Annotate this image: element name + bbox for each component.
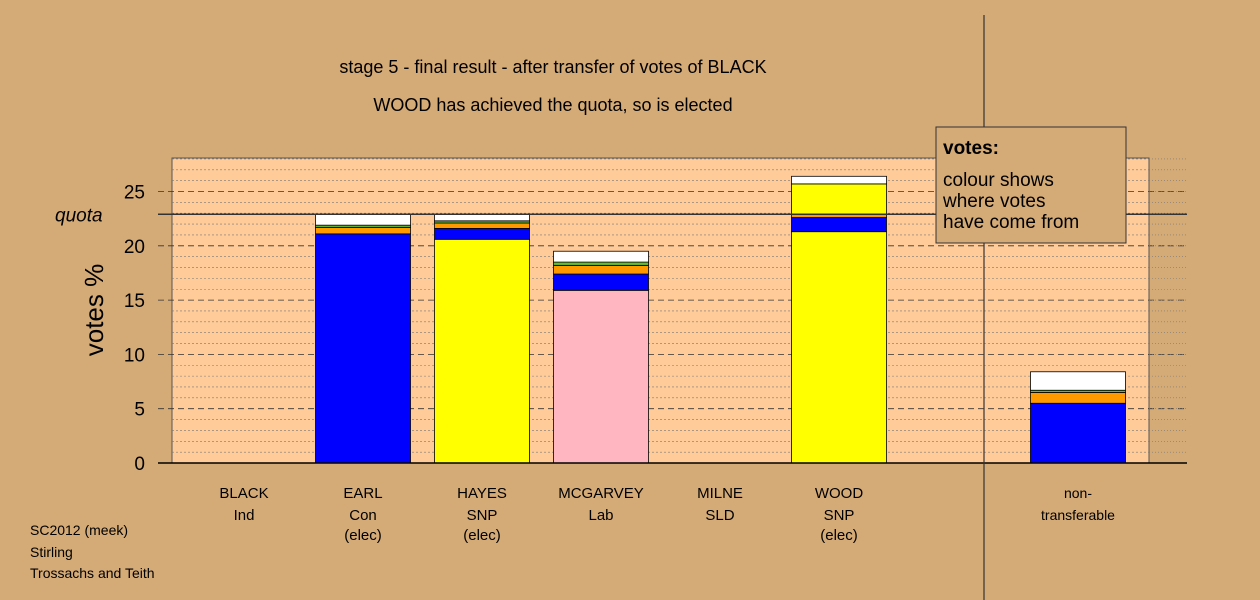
legend-title: votes: [943,138,999,159]
candidate-party-label: Lab [588,507,613,524]
candidate-name-label: non- [1064,485,1092,501]
bar-segment [791,217,887,233]
candidate-name-label: MCGARVEY [558,485,644,502]
bar-segment [434,213,530,222]
chart-title: stage 5 - final result - after transfer … [339,57,766,77]
candidate-party-label: Con [349,507,377,524]
candidate-party-label: SNP [824,507,855,524]
bar-segment [553,261,649,266]
candidate-status-label: (elec) [344,527,382,544]
footer-line-2: Stirling [30,544,73,560]
candidate-labels: BLACK Ind EARL Con (elec) HAYES SNP (elec) MCGAR… [219,485,1115,544]
legend-frame [935,126,1127,244]
bar-segment [553,289,649,464]
candidate-name-label: BLACK [219,485,268,502]
candidate-status-label: (elec) [820,527,858,544]
candidate-party-label: transferable [1041,507,1115,523]
quota-label: quota [55,205,103,226]
candidate-name-label: HAYES [457,485,507,502]
y-tick-label: 5 [134,400,145,421]
candidate-name-label: EARL [343,485,382,502]
candidate-party-label: Ind [234,507,255,524]
bar-segment [791,175,887,185]
bar-segment [315,226,411,235]
legend-line-3: have come from [943,212,1079,233]
y-tick-label: 15 [124,291,145,312]
chart-subtitle: WOOD has achieved the quota, so is elect… [373,95,732,115]
bar-segment [1030,371,1126,391]
y-tick-label: 20 [124,237,145,258]
y-tick-label: 0 [134,454,145,475]
bars [158,175,1187,464]
y-axis-label: votes % [79,264,109,357]
bar-segment [553,250,649,263]
bar-segment [553,264,649,275]
candidate-status-label: (elec) [463,527,501,544]
bar-segment [1030,392,1126,404]
bar-segment [434,222,530,229]
candidate-party-label: SNP [467,507,498,524]
bar-segment [791,231,887,464]
bar-segment [434,228,530,240]
bar-segment [434,238,530,464]
bar-segment [315,233,411,464]
footer-line-3: Trossachs and Teith [30,565,155,581]
footer-line-1: SC2012 (meek) [30,522,128,538]
legend-box: votes: colour shows where votes have com… [935,126,1127,244]
legend-line-2: where votes [942,191,1045,212]
bar-segment [315,213,411,226]
bar-segment [1030,402,1126,464]
bar-segment [791,183,887,215]
candidate-name-label: WOOD [815,485,863,502]
legend-line-1: colour shows [943,170,1054,191]
candidate-name-label: MILNE [697,485,743,502]
y-tick-label: 25 [124,183,145,204]
y-tick-label: 10 [124,345,145,366]
candidate-party-label: SLD [705,507,734,524]
y-axis: 0 5 10 15 20 25 [124,183,1187,475]
bar-segment [553,273,649,291]
